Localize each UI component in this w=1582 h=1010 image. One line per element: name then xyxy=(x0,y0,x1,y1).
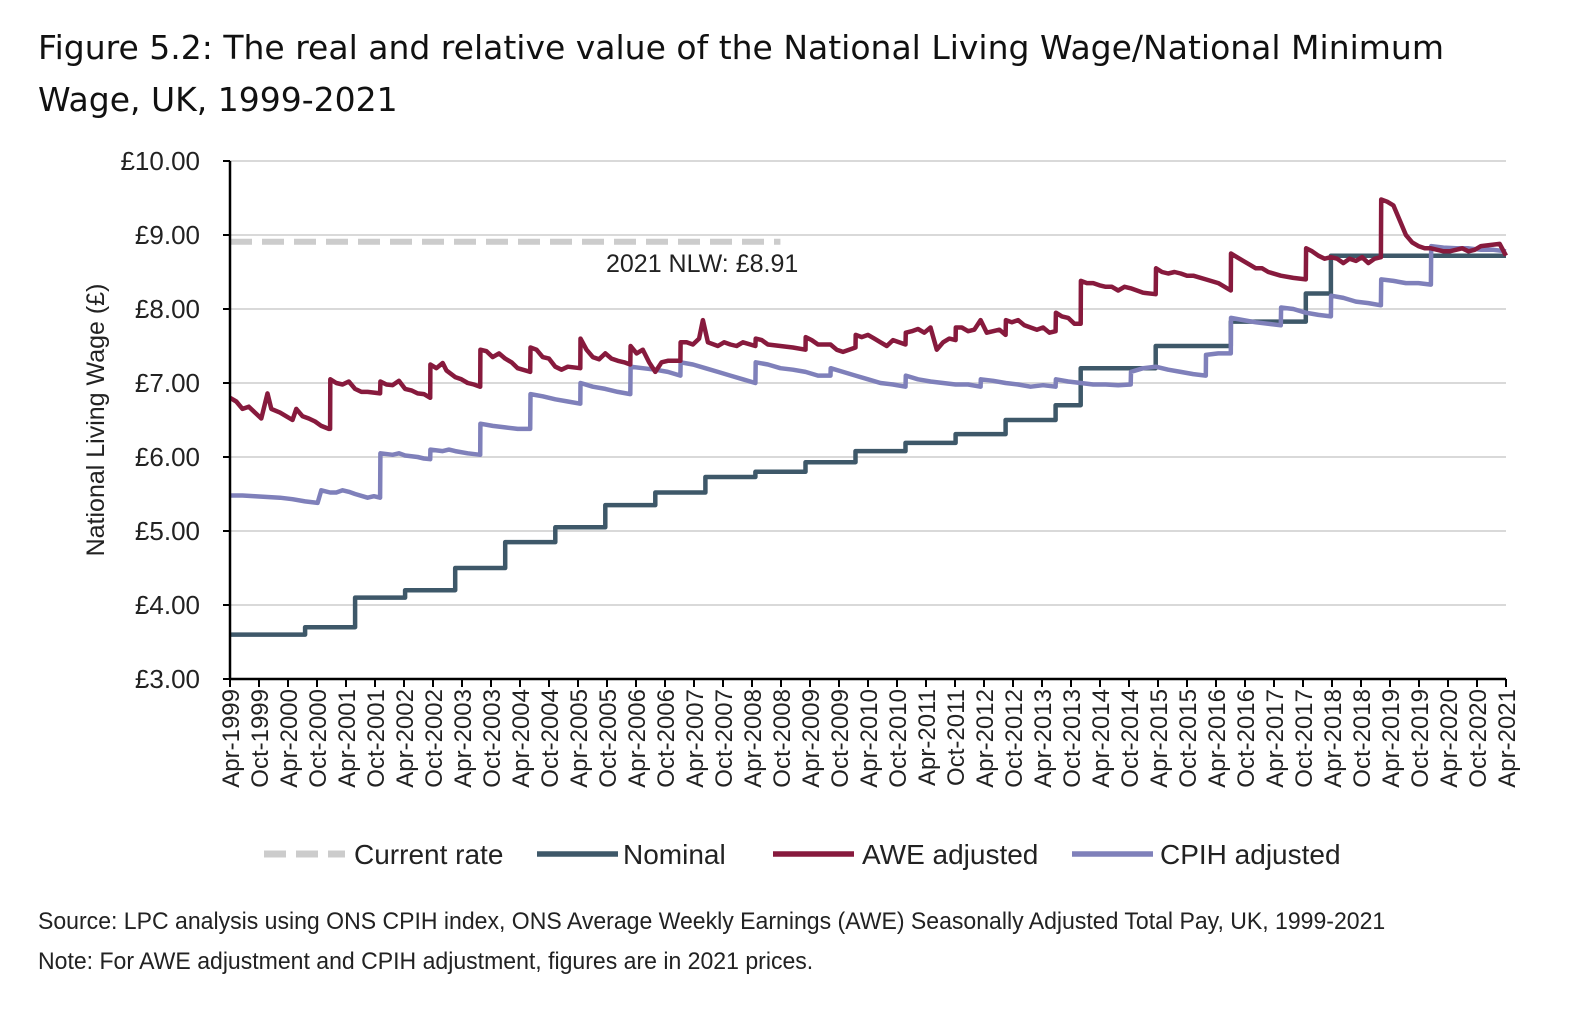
x-tick-label: Apr-2009 xyxy=(798,689,825,788)
x-tick-label: Oct-2014 xyxy=(1117,689,1144,788)
figure-title: Figure 5.2: The real and relative value … xyxy=(38,28,1444,119)
x-tick-label: Apr-1999 xyxy=(218,689,245,788)
x-tick-label: Apr-2001 xyxy=(334,689,361,788)
x-tick-label: Oct-2016 xyxy=(1233,689,1260,788)
y-tick-label: £7.00 xyxy=(135,368,200,398)
x-axis-ticks: Apr-1999 Oct-1999 Apr-2000 Oct-2000 Apr-2001… xyxy=(218,679,1521,788)
source-note: Source: LPC analysis using ONS CPIH inde… xyxy=(38,908,1386,935)
x-tick-label: Oct-2010 xyxy=(885,689,912,788)
x-tick-label: Oct-2009 xyxy=(827,689,854,788)
x-tick-label: Oct-2002 xyxy=(421,689,448,788)
y-tick-label: £6.00 xyxy=(135,442,200,472)
y-tick-label: £3.00 xyxy=(135,664,200,694)
x-tick-label: Oct-2001 xyxy=(363,689,390,788)
legend: Current rate Nominal AWE adjusted CPIH adju… xyxy=(264,839,1341,870)
legend-label: CPIH adjusted xyxy=(1160,839,1341,870)
x-tick-label: Apr-2011 xyxy=(914,689,941,786)
x-tick-label: Apr-2003 xyxy=(450,689,477,788)
y-tick-label: £10.00 xyxy=(120,146,200,176)
legend-label: AWE adjusted xyxy=(862,839,1038,870)
x-tick-label: Apr-2019 xyxy=(1378,689,1405,788)
x-tick-label: Oct-2004 xyxy=(537,689,564,788)
x-tick-label: Oct-2017 xyxy=(1291,689,1318,788)
x-tick-label: Apr-2006 xyxy=(624,689,651,788)
x-tick-label: Apr-2015 xyxy=(1146,689,1173,788)
legend-label: Current rate xyxy=(354,839,503,870)
x-tick-label: Oct-2003 xyxy=(479,689,506,788)
series-lines xyxy=(228,197,1508,637)
x-tick-label: Apr-2017 xyxy=(1262,689,1289,788)
series-line-nominal xyxy=(230,253,1506,637)
x-tick-label: Apr-2012 xyxy=(972,689,999,788)
x-tick-label: Apr-2016 xyxy=(1204,689,1231,788)
x-tick-label: Oct-2007 xyxy=(711,689,738,788)
x-tick-label: Apr-2005 xyxy=(566,689,593,788)
x-tick-label: Oct-2019 xyxy=(1407,689,1434,788)
axes xyxy=(228,161,1506,681)
x-tick-label: Oct-2011 xyxy=(943,689,970,786)
series-line-awe-adjusted xyxy=(228,197,1508,432)
x-tick-label: Oct-2020 xyxy=(1465,689,1492,788)
price-note: Note: For AWE adjustment and CPIH adjust… xyxy=(38,948,814,975)
y-axis-label: National Living Wage (£) xyxy=(82,284,110,557)
x-tick-label: Oct-2008 xyxy=(769,689,796,788)
y-tick-label: £9.00 xyxy=(135,220,200,250)
x-tick-label: Apr-2010 xyxy=(856,689,883,788)
x-tick-label: Oct-2012 xyxy=(1001,689,1028,788)
legend-label: Nominal xyxy=(623,839,726,870)
x-tick-label: Apr-2013 xyxy=(1030,689,1057,788)
x-tick-label: Apr-2007 xyxy=(682,689,709,788)
x-tick-label: Apr-2008 xyxy=(740,689,767,788)
y-tick-label: £4.00 xyxy=(135,590,200,620)
x-tick-label: Apr-2018 xyxy=(1320,689,1347,788)
x-tick-label: Oct-2018 xyxy=(1349,689,1376,788)
x-tick-label: Apr-2000 xyxy=(276,689,303,788)
x-tick-label: Oct-2006 xyxy=(653,689,680,788)
grid xyxy=(230,160,1506,606)
x-tick-label: Oct-2015 xyxy=(1175,689,1202,788)
x-tick-label: Apr-2014 xyxy=(1088,689,1115,788)
x-tick-label: Apr-2020 xyxy=(1436,689,1463,788)
x-tick-label: Oct-2005 xyxy=(595,689,622,788)
series-line-cpih-adjusted xyxy=(230,243,1507,506)
y-tick-label: £5.00 xyxy=(135,516,200,546)
x-tick-label: Oct-1999 xyxy=(247,689,274,788)
x-tick-label: Oct-2013 xyxy=(1059,689,1086,788)
y-tick-label: £8.00 xyxy=(135,294,200,324)
x-tick-label: Apr-2021 xyxy=(1494,689,1521,788)
y-axis-ticks: £3.00 £4.00 £5.00 £6.00 £7.00 £8.00 £9.00 £10.0… xyxy=(120,146,230,694)
x-tick-label: Apr-2004 xyxy=(508,689,535,788)
x-tick-label: Apr-2002 xyxy=(392,689,419,788)
x-tick-label: Oct-2000 xyxy=(305,689,332,788)
current-rate-annotation: 2021 NLW: £8.91 xyxy=(606,250,798,278)
